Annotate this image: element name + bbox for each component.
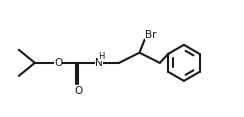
Text: O: O <box>74 86 82 96</box>
Text: H: H <box>99 52 105 61</box>
Text: O: O <box>54 58 62 68</box>
Text: Br: Br <box>145 30 157 40</box>
Text: N: N <box>95 58 103 68</box>
